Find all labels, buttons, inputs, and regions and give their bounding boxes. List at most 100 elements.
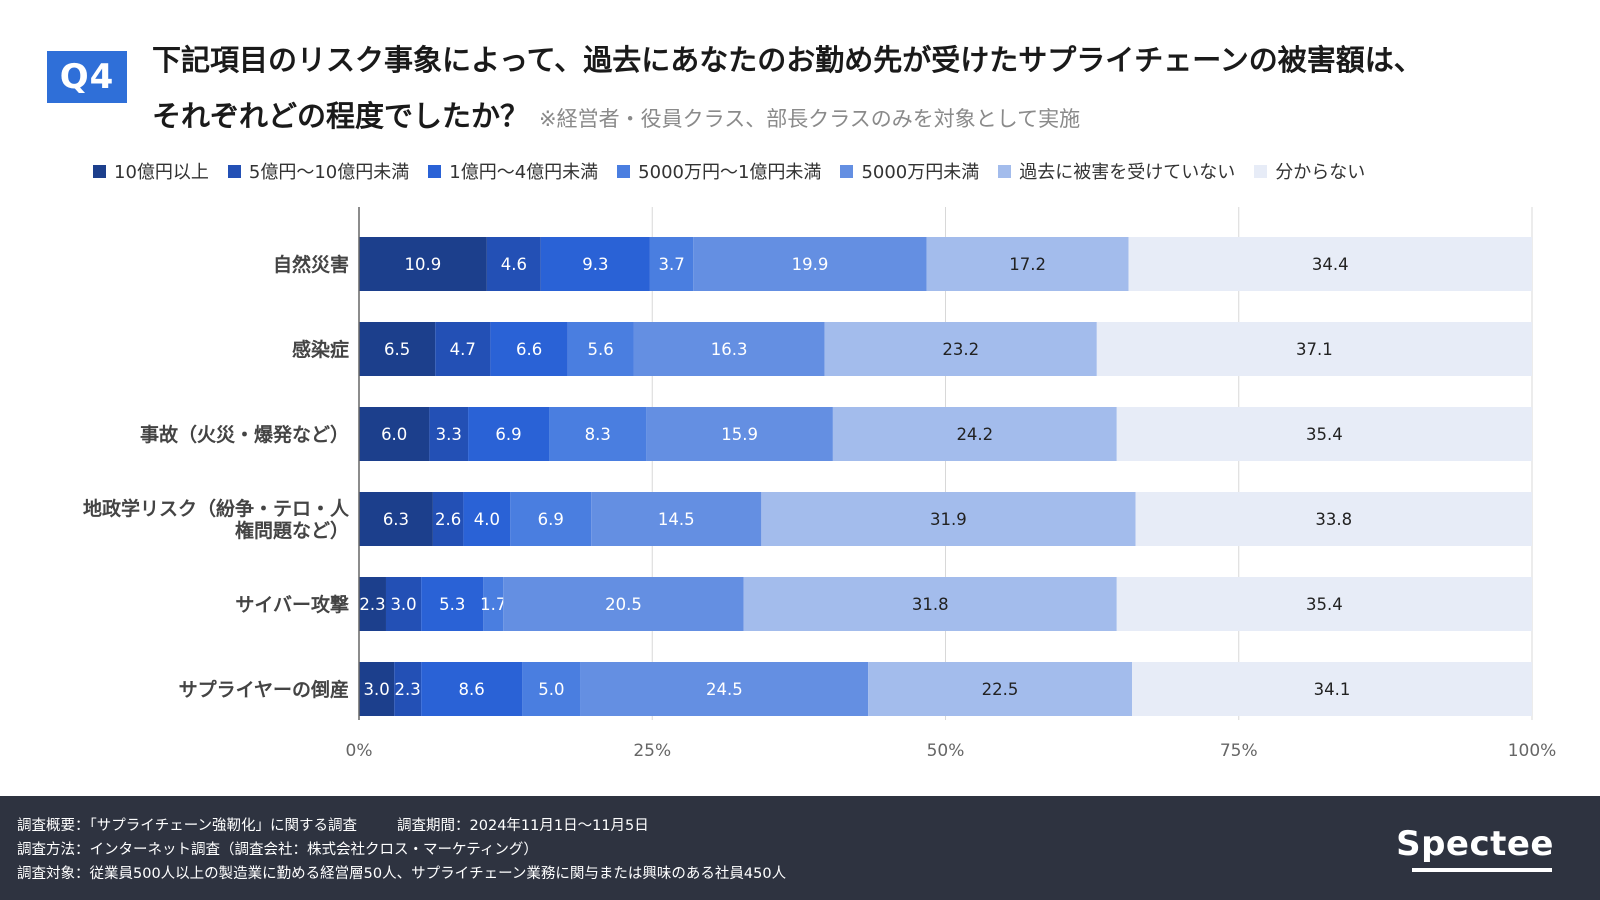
legend-label: 10億円以上 (114, 162, 209, 183)
bar-segment (1128, 237, 1532, 291)
legend-item: 5億円〜10億円未満 (227, 158, 410, 184)
data-label: 33.8 (1315, 510, 1352, 529)
data-label: 4.7 (450, 340, 476, 359)
bar-segment (580, 662, 869, 716)
legend-swatch (998, 164, 1012, 178)
data-label: 3.3 (436, 425, 462, 444)
data-label: 35.4 (1306, 595, 1343, 614)
legend-item: 10億円以上 (93, 158, 209, 184)
survey-method: 調査方法：インターネット調査（調査会社：株式会社クロス・マーケティング） (17, 842, 538, 858)
category-label: 地政学リスク（紛争・テロ・人 (83, 497, 350, 520)
bar-segment (633, 322, 825, 376)
category-label: 事故（火災・爆発など） (140, 423, 349, 446)
category-label: 感染症 (292, 338, 349, 361)
legend-item: 過去に被害を受けていない (998, 158, 1235, 184)
bar-segment (522, 662, 581, 716)
data-label: 4.6 (501, 255, 527, 274)
legend-label: 分からない (1275, 162, 1366, 183)
bar-segment (385, 577, 422, 631)
footer: 調査概要：「サプライチェーン強靭化」に関する調査 調査期間：2024年11月1日〜… (0, 796, 1600, 900)
bar-segment (359, 407, 430, 461)
title-line-2: それぞれどの程度でしたか？ ※経営者・役員クラス、部長クラスのみを対象として実施 (152, 88, 1582, 147)
data-label: 8.6 (458, 680, 484, 699)
title-line-1: 下記項目のリスク事象によって、過去にあなたのお勤め先が受けたサプライチェーンの被… (152, 43, 1423, 77)
data-label: 6.0 (381, 425, 407, 444)
data-label: 34.1 (1314, 680, 1351, 699)
survey-overview: 調査概要：「サプライチェーン強靭化」に関する調査 (17, 818, 358, 834)
data-label: 5.3 (439, 595, 465, 614)
bar-segment (1096, 322, 1532, 376)
bar-segment (540, 237, 650, 291)
bar-segment (421, 577, 484, 631)
survey-info: 調査概要：「サプライチェーン強靭化」に関する調査 調査期間：2024年11月1日〜… (17, 814, 786, 886)
category-label: 自然災害 (273, 253, 349, 276)
category-label: 権問題など） (235, 519, 349, 542)
bar-segment (359, 577, 386, 631)
bar-segment (432, 492, 464, 546)
data-label: 31.9 (930, 510, 967, 529)
data-label: 1.7 (480, 595, 506, 614)
bar-segment (549, 407, 647, 461)
legend-label: 5000万円〜1億円未満 (638, 162, 822, 183)
data-label: 16.3 (711, 340, 748, 359)
bar-segment (1116, 577, 1532, 631)
bar-segment (567, 322, 634, 376)
data-label: 3.7 (658, 255, 684, 274)
x-tick-label: 25% (633, 741, 671, 761)
legend-swatch (93, 164, 106, 178)
legend-item: 5000万円〜1億円未満 (617, 158, 821, 184)
legend-item: 分からない (1254, 158, 1365, 184)
data-label: 23.2 (942, 340, 979, 359)
data-label: 6.5 (384, 340, 410, 359)
bar-segment (693, 237, 927, 291)
survey-period: 調査期間：2024年11月1日〜11月5日 (397, 818, 649, 834)
bar-segment (359, 492, 433, 546)
bar-segment (743, 577, 1117, 631)
chart-legend: 10億円以上 5億円〜10億円未満 1億円〜4億円未満 5000万円〜1億円未満 500… (93, 158, 1384, 184)
legend-label: 5000万円未満 (861, 162, 980, 183)
bar-segment (463, 492, 511, 546)
bar-segment (429, 407, 469, 461)
data-label: 19.9 (792, 255, 829, 274)
bar-segment (490, 322, 568, 376)
bar-segment (1132, 662, 1532, 716)
logo-underline (1412, 868, 1552, 872)
data-label: 20.5 (605, 595, 642, 614)
bar-segment (435, 322, 491, 376)
title-line-2-text: それぞれどの程度でしたか？ (152, 99, 530, 133)
bar-segment (824, 322, 1097, 376)
data-label: 5.0 (538, 680, 564, 699)
data-label: 22.5 (982, 680, 1019, 699)
data-label: 37.1 (1296, 340, 1333, 359)
data-label: 6.9 (538, 510, 564, 529)
bar-segment (483, 577, 504, 631)
data-label: 2.6 (435, 510, 461, 529)
legend-swatch (227, 164, 241, 178)
legend-label: 5億円〜10億円未満 (248, 162, 410, 183)
data-label: 6.3 (383, 510, 409, 529)
legend-label: 過去に被害を受けていない (1019, 162, 1236, 183)
bar-segment (832, 407, 1117, 461)
survey-target: 調査対象：従業員500人以上の製造業に勤める経営層50人、サプライチェーン業務に… (17, 866, 787, 882)
data-label: 9.3 (582, 255, 608, 274)
data-label: 10.9 (405, 255, 442, 274)
data-label: 31.8 (912, 595, 949, 614)
data-label: 2.3 (359, 595, 385, 614)
bar-segment (1116, 407, 1532, 461)
survey-overview-line: 調査概要：「サプライチェーン強靭化」に関する調査 調査期間：2024年11月1日〜… (17, 814, 786, 838)
bar-segment (421, 662, 523, 716)
bar-segment (510, 492, 592, 546)
bar-segment (486, 237, 541, 291)
bar-segment (868, 662, 1133, 716)
x-tick-label: 50% (927, 741, 965, 761)
data-label: 34.4 (1312, 255, 1349, 274)
bar-segment (926, 237, 1129, 291)
category-label: サイバー攻撃 (235, 593, 349, 616)
stacked-bar-chart: 10.9 4.6 9.3 3.7 19.9 17.2 34.4 自然災害 6.5 4.7 6.6 5.… (83, 207, 1556, 761)
data-label: 6.6 (516, 340, 542, 359)
data-label: 4.0 (474, 510, 500, 529)
bar-segment (646, 407, 833, 461)
legend-swatch (1254, 164, 1268, 178)
data-label: 35.4 (1306, 425, 1343, 444)
page-title: 下記項目のリスク事象によって、過去にあなたのお勤め先が受けたサプライチェーンの被… (152, 32, 1582, 147)
